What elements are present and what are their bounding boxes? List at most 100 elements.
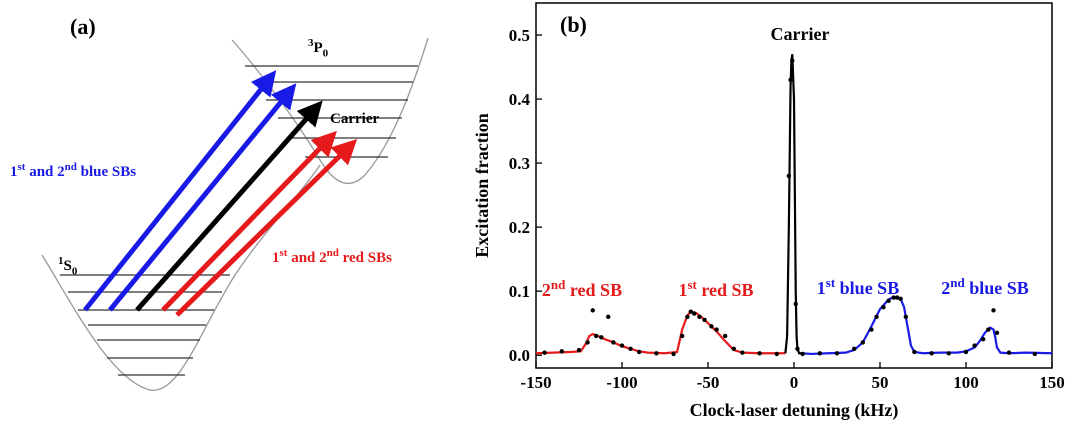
data-point <box>542 350 547 355</box>
data-point <box>590 308 595 313</box>
data-point <box>800 351 805 357</box>
data-point <box>817 351 822 356</box>
label-part: st <box>18 161 26 173</box>
label: 1st red SB <box>678 277 753 300</box>
data-point <box>692 311 697 316</box>
label-part: 1 <box>272 250 280 266</box>
label-part: S <box>64 258 72 274</box>
data-point <box>929 351 934 356</box>
x-tick-label: -100 <box>606 373 637 392</box>
label: 2nd blue SB <box>941 275 1029 298</box>
data-point <box>599 335 604 340</box>
y-tick-label: 0.0 <box>509 346 530 365</box>
data-point <box>946 351 951 356</box>
label: 3P0 <box>308 37 329 60</box>
data-point <box>881 304 886 310</box>
label-part: blue SBs <box>77 164 136 180</box>
x-tick-label: -150 <box>520 373 551 392</box>
data-point <box>606 314 611 319</box>
lower-levels <box>60 274 230 376</box>
fit-line <box>800 295 1053 356</box>
data-point <box>786 173 792 179</box>
data-point <box>671 351 676 357</box>
data-point <box>869 327 874 332</box>
data-point <box>795 346 800 351</box>
x-tick-label: 50 <box>872 373 889 392</box>
data-point <box>986 327 991 332</box>
data-point <box>991 308 996 313</box>
data-point <box>714 327 719 332</box>
label-part: nd <box>327 247 339 259</box>
data-point <box>740 350 745 355</box>
fit-line <box>784 54 801 355</box>
label-part: and 2 <box>25 164 64 180</box>
data-point <box>860 340 865 345</box>
data-point <box>790 58 795 63</box>
label: Carrier <box>771 24 830 44</box>
data-point <box>774 351 779 357</box>
data-point <box>1006 350 1012 355</box>
data-point <box>594 333 599 339</box>
label-part: 1 <box>678 280 687 300</box>
label-part: 1 <box>817 278 826 298</box>
data-point <box>912 349 917 355</box>
data-point <box>793 301 798 307</box>
fit-line <box>535 310 786 355</box>
y-tick-label: 0.1 <box>509 282 530 301</box>
x-axis-label: Clock-laser detuning (kHz) <box>690 400 899 421</box>
data-point <box>585 340 590 345</box>
label-part: 0 <box>72 266 78 278</box>
data-point <box>680 333 685 339</box>
data-point <box>611 340 616 345</box>
data-point <box>886 298 891 303</box>
lower-well <box>41 164 321 391</box>
data-point <box>723 333 728 339</box>
x-tick-label: 0 <box>790 373 799 392</box>
label-part: 2 <box>542 280 551 300</box>
label: 1st and 2nd blue SBs <box>10 161 136 180</box>
data-point <box>709 324 714 329</box>
data-point <box>898 296 903 302</box>
y-axis-label: Excitation fraction <box>472 113 492 257</box>
panel-label: (b) <box>560 12 587 37</box>
transition-arrows <box>83 70 358 317</box>
data-point <box>972 343 977 348</box>
data-point <box>963 349 969 355</box>
label-part: 3 <box>308 37 314 49</box>
data-point <box>731 346 736 351</box>
data-point <box>628 346 633 351</box>
data-point <box>637 349 642 355</box>
label-part: nd <box>65 161 77 173</box>
label-part: 0 <box>323 48 329 60</box>
label-part: blue SB <box>965 278 1029 298</box>
data-point <box>697 314 702 319</box>
data-point <box>619 343 625 348</box>
label-part: 2 <box>941 278 950 298</box>
data-point <box>895 295 900 300</box>
label-part: red SB <box>697 280 754 300</box>
data-point <box>788 77 793 83</box>
diagram-panel: (a) Carrier <box>41 14 429 391</box>
label-part: P <box>314 40 323 56</box>
label: 1st blue SB <box>817 275 899 298</box>
label: 1st and 2nd red SBs <box>272 247 392 266</box>
x-tick-label: 100 <box>953 373 979 392</box>
label: 1S0 <box>58 255 78 278</box>
label-part: Carrier <box>771 24 830 44</box>
label-part: nd <box>551 277 566 292</box>
data-point <box>891 295 896 300</box>
data-point <box>559 349 564 354</box>
label-part: and 2 <box>287 250 326 266</box>
panel-label: (a) <box>70 14 96 39</box>
label-part: red SB <box>565 280 622 300</box>
label-part: red SBs <box>339 250 392 266</box>
y-tick-label: 0.3 <box>509 154 530 173</box>
label-part: st <box>280 247 288 259</box>
y-tick-label: 0.2 <box>509 218 530 237</box>
data-point <box>834 351 840 356</box>
data-point <box>874 314 879 319</box>
label: 2nd red SB <box>542 277 622 300</box>
x-tick-label: -50 <box>697 373 720 392</box>
data-point <box>903 314 908 319</box>
